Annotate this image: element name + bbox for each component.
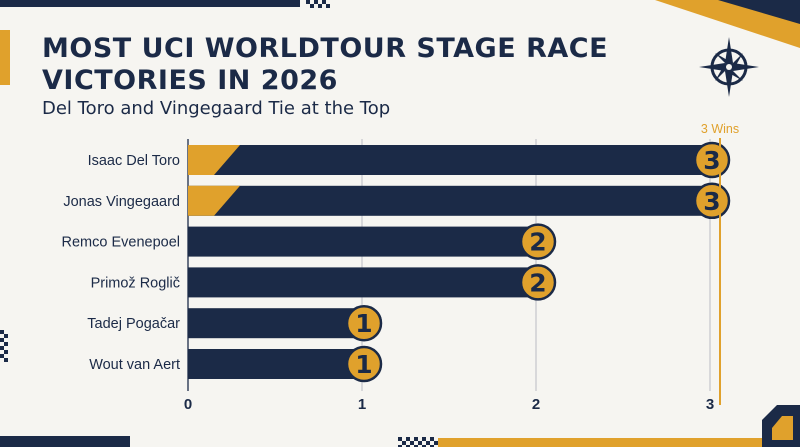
checker-square (4, 334, 8, 338)
data-label: 1 (355, 309, 372, 338)
checker-square (0, 354, 4, 358)
checker-square (434, 441, 438, 445)
bottom-gold-stripe (438, 438, 800, 447)
checker-square (422, 445, 426, 447)
reference-line: 3 Wins (701, 122, 739, 405)
checker-square (0, 346, 4, 350)
value-badge (519, 264, 557, 301)
checker-square (414, 445, 418, 447)
top-left-accent (0, 0, 300, 7)
checker-square (406, 445, 410, 447)
checker-square (402, 441, 406, 445)
reference-line-label: 3 Wins (701, 122, 739, 136)
checkered-flag-pattern (0, 0, 438, 447)
checker-square (398, 437, 402, 441)
bar-group: 2 (188, 264, 557, 301)
x-tick-label: 1 (358, 396, 366, 413)
bar (188, 185, 710, 216)
bar (188, 267, 536, 298)
checker-square (322, 0, 326, 4)
data-label: 3 (703, 146, 720, 175)
checker-square (418, 441, 422, 445)
bar (188, 349, 362, 379)
checker-square (326, 4, 330, 8)
bar-group: 3 (188, 182, 731, 220)
bottom-right-corner-gold (772, 416, 793, 440)
bar (188, 145, 710, 175)
checker-square (430, 437, 434, 441)
checker-square (4, 350, 8, 354)
category-label: Remco Evenepoel (62, 235, 181, 251)
checker-square (314, 0, 318, 4)
checker-square (406, 437, 410, 441)
checker-square (426, 441, 430, 445)
data-label: 1 (355, 350, 372, 379)
bars: 3 3 2 2 1 1 (188, 141, 731, 383)
x-axis-ticks: 0 1 2 3 (184, 396, 714, 413)
value-badge (345, 345, 383, 383)
checker-square (306, 0, 310, 4)
checker-square (0, 330, 4, 334)
x-tick-label: 3 (706, 396, 714, 413)
checker-square (422, 437, 426, 441)
x-tick-label: 0 (184, 396, 192, 413)
bottom-left-accent (0, 436, 130, 447)
data-label: 2 (529, 228, 546, 257)
checker-square (318, 4, 322, 8)
chart-title: MOST UCI WORLDTOUR STAGE RACE VICTORIES … (42, 33, 609, 96)
bar (188, 226, 536, 257)
category-label: Isaac Del Toro (88, 153, 180, 169)
bar-group: 1 (188, 304, 383, 342)
data-label: 2 (529, 268, 546, 297)
value-badge (345, 304, 383, 342)
top-right-accent-dark (718, 0, 800, 24)
checker-square (4, 342, 8, 346)
checker-square (430, 445, 434, 447)
data-label: 3 (703, 187, 720, 216)
checker-square (414, 437, 418, 441)
checker-square (0, 338, 4, 342)
bar-group: 2 (188, 223, 557, 260)
category-label: Tadej Pogačar (87, 316, 180, 332)
bar-leader-accent (188, 145, 240, 175)
checker-square (4, 358, 8, 362)
compass-rose-icon (699, 37, 759, 97)
checker-square (410, 441, 414, 445)
bar-leader-accent (188, 185, 240, 216)
left-gold-stripe (0, 30, 10, 85)
bar (188, 308, 362, 339)
checker-square (398, 445, 402, 447)
category-label: Primož Roglič (91, 275, 180, 291)
y-axis-labels: Isaac Del Toro Jonas Vingegaard Remco Even… (62, 153, 181, 373)
bar-group: 1 (188, 345, 383, 383)
category-label: Wout van Aert (89, 357, 180, 373)
chart-subtitle: Del Toro and Vingegaard Tie at the Top (42, 98, 391, 119)
value-badge (519, 223, 557, 260)
bar-group: 3 (188, 141, 731, 179)
x-tick-label: 2 (532, 396, 540, 413)
checker-square (310, 4, 314, 8)
category-label: Jonas Vingegaard (63, 194, 180, 210)
